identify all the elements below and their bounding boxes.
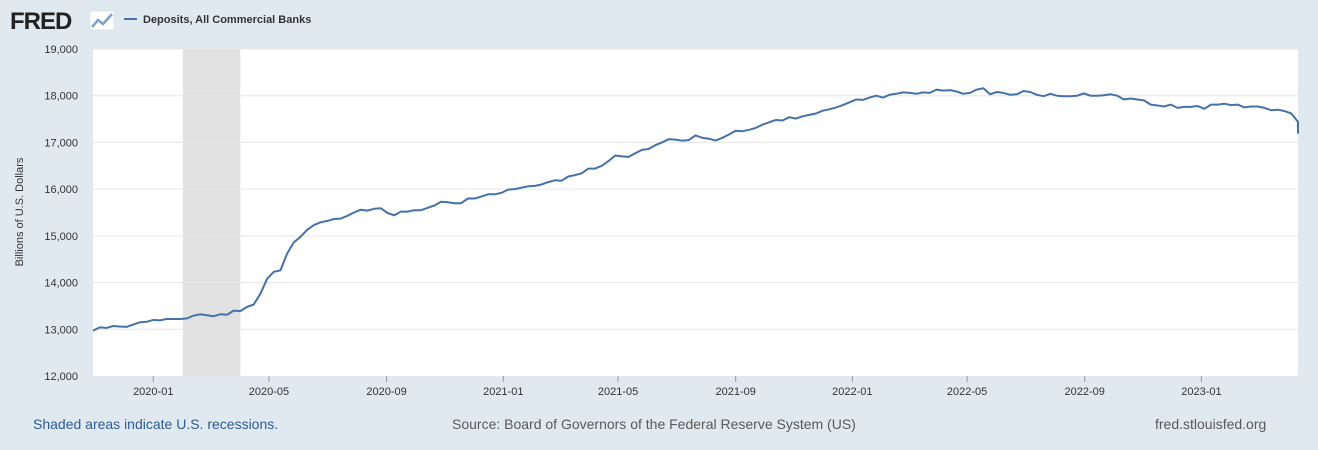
source-note: Source: Board of Governors of the Federa…: [452, 416, 856, 432]
y-tick-label: 13,000: [44, 324, 78, 336]
x-axis-ticks: 2020-01 2020-05 2020-09 2021-01 2021-05 2021-…: [133, 376, 1222, 398]
x-tick-label: 2022-05: [947, 386, 987, 398]
y-tick-label: 16,000: [44, 184, 78, 196]
chart: FRED Deposits, All Commercial Banks 12,0…: [10, 8, 1299, 398]
x-tick-label: 2020-05: [249, 386, 289, 398]
recession-band-0: [182, 49, 241, 376]
x-tick-label: 2021-01: [483, 386, 523, 398]
fred-logo-text: FRED: [10, 8, 72, 35]
x-tick-label: 2020-01: [133, 386, 173, 398]
fred-graph-icon: [89, 10, 115, 31]
y-axis-ticks: 12,000 13,000 14,000 15,000 16,000 17,000 18,0…: [44, 44, 78, 383]
fred-logo[interactable]: FRED: [10, 8, 115, 35]
grid-lines: [93, 48, 1298, 330]
y-axis-label: Billions of U.S. Dollars: [14, 157, 26, 266]
y-tick-label: 18,000: [44, 91, 78, 103]
recession-bands: [182, 49, 241, 376]
series-line-deposits: [92, 87, 1299, 332]
x-tick-label: 2021-09: [715, 386, 755, 398]
y-tick-label: 17,000: [44, 137, 78, 149]
plot-area: [93, 49, 1298, 376]
y-tick-label: 15,000: [44, 231, 78, 243]
x-tick-label: 2020-09: [366, 386, 406, 398]
y-tick-label: 12,000: [44, 371, 78, 383]
x-tick-label: 2021-05: [598, 386, 638, 398]
legend-label: Deposits, All Commercial Banks: [143, 14, 311, 26]
site-link[interactable]: fred.stlouisfed.org: [1155, 416, 1267, 432]
recession-note-link[interactable]: Shaded areas indicate U.S. recessions.: [33, 416, 279, 432]
x-tick-label: 2022-09: [1065, 386, 1105, 398]
x-tick-label: 2023-01: [1181, 386, 1221, 398]
y-tick-label: 19,000: [44, 44, 78, 56]
y-tick-label: 14,000: [44, 278, 78, 290]
x-tick-label: 2022-01: [832, 386, 872, 398]
